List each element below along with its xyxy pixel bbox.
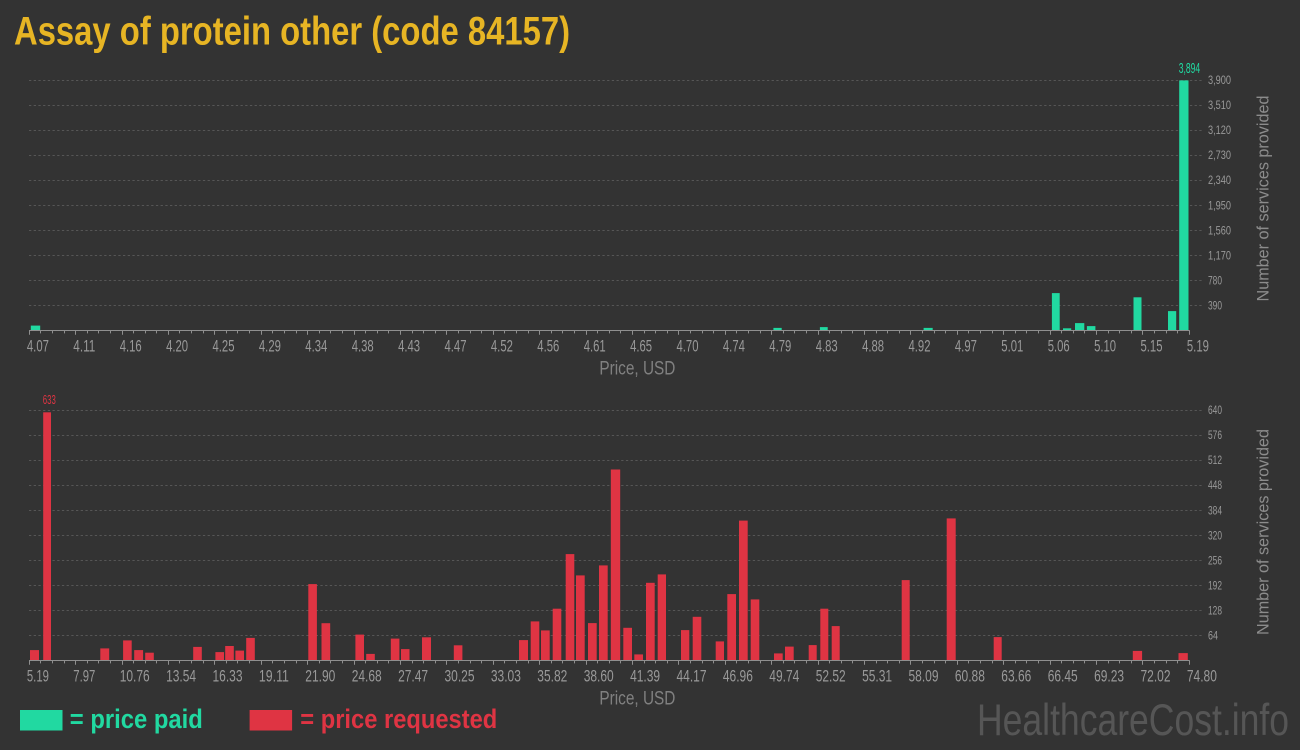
svg-text:128: 128 bbox=[1208, 606, 1222, 618]
svg-text:63.66: 63.66 bbox=[1001, 666, 1031, 685]
svg-text:Price, USD: Price, USD bbox=[599, 357, 675, 379]
svg-text:1,950: 1,950 bbox=[1208, 200, 1231, 212]
svg-text:27.47: 27.47 bbox=[398, 666, 428, 685]
svg-text:4.56: 4.56 bbox=[537, 336, 559, 355]
svg-text:256: 256 bbox=[1208, 555, 1222, 567]
svg-text:192: 192 bbox=[1208, 581, 1222, 593]
svg-text:10.76: 10.76 bbox=[120, 666, 150, 685]
svg-text:4.43: 4.43 bbox=[398, 336, 420, 355]
svg-text:2,340: 2,340 bbox=[1208, 175, 1231, 187]
svg-text:4.52: 4.52 bbox=[491, 336, 513, 355]
svg-text:38.60: 38.60 bbox=[584, 666, 614, 685]
svg-text:66.45: 66.45 bbox=[1048, 666, 1078, 685]
svg-text:5.15: 5.15 bbox=[1141, 336, 1163, 355]
svg-text:4.61: 4.61 bbox=[584, 336, 606, 355]
svg-text:= price paid: = price paid bbox=[70, 704, 203, 734]
svg-text:576: 576 bbox=[1208, 430, 1222, 442]
svg-text:5.19: 5.19 bbox=[27, 666, 49, 685]
svg-text:44.17: 44.17 bbox=[677, 666, 707, 685]
svg-text:4.07: 4.07 bbox=[27, 336, 49, 355]
svg-text:5.01: 5.01 bbox=[1001, 336, 1023, 355]
svg-text:4.11: 4.11 bbox=[73, 336, 95, 355]
svg-text:1,170: 1,170 bbox=[1208, 250, 1231, 262]
svg-text:4.38: 4.38 bbox=[352, 336, 374, 355]
svg-text:5.19: 5.19 bbox=[1187, 336, 1209, 355]
svg-text:19.11: 19.11 bbox=[259, 666, 289, 685]
svg-text:4.79: 4.79 bbox=[769, 336, 791, 355]
svg-text:Assay of protein other (code 8: Assay of protein other (code 84157) bbox=[14, 9, 570, 53]
svg-text:4.65: 4.65 bbox=[630, 336, 652, 355]
svg-text:52.52: 52.52 bbox=[816, 666, 846, 685]
svg-text:4.20: 4.20 bbox=[166, 336, 188, 355]
svg-text:41.39: 41.39 bbox=[630, 666, 660, 685]
svg-text:69.23: 69.23 bbox=[1094, 666, 1124, 685]
svg-text:2,730: 2,730 bbox=[1208, 150, 1231, 162]
svg-text:13.54: 13.54 bbox=[166, 666, 196, 685]
svg-text:4.97: 4.97 bbox=[955, 336, 977, 355]
svg-text:58.09: 58.09 bbox=[909, 666, 939, 685]
svg-text:30.25: 30.25 bbox=[445, 666, 475, 685]
svg-text:4.25: 4.25 bbox=[213, 336, 235, 355]
svg-text:4.83: 4.83 bbox=[816, 336, 838, 355]
svg-text:4.74: 4.74 bbox=[723, 336, 745, 355]
svg-text:4.16: 4.16 bbox=[120, 336, 142, 355]
svg-text:21.90: 21.90 bbox=[305, 666, 335, 685]
svg-text:640: 640 bbox=[1208, 405, 1222, 417]
svg-text:Price, USD: Price, USD bbox=[599, 687, 675, 709]
svg-text:72.02: 72.02 bbox=[1141, 666, 1171, 685]
svg-text:60.88: 60.88 bbox=[955, 666, 985, 685]
svg-text:Number of services provided: Number of services provided bbox=[1253, 96, 1272, 302]
svg-text:HealthcareCost.info: HealthcareCost.info bbox=[977, 696, 1289, 745]
svg-text:4.88: 4.88 bbox=[862, 336, 884, 355]
svg-text:4.29: 4.29 bbox=[259, 336, 281, 355]
svg-text:3,510: 3,510 bbox=[1208, 100, 1231, 112]
svg-text:4.70: 4.70 bbox=[677, 336, 699, 355]
svg-text:46.96: 46.96 bbox=[723, 666, 753, 685]
svg-text:64: 64 bbox=[1208, 631, 1218, 643]
svg-text:780: 780 bbox=[1208, 276, 1222, 288]
svg-text:5.10: 5.10 bbox=[1094, 336, 1116, 355]
svg-text:448: 448 bbox=[1208, 480, 1222, 492]
svg-text:5.06: 5.06 bbox=[1048, 336, 1070, 355]
svg-text:3,900: 3,900 bbox=[1208, 75, 1231, 87]
svg-text:3,120: 3,120 bbox=[1208, 125, 1231, 137]
svg-text:49.74: 49.74 bbox=[769, 666, 799, 685]
svg-text:33.03: 33.03 bbox=[491, 666, 521, 685]
svg-text:4.92: 4.92 bbox=[909, 336, 931, 355]
svg-text:74.80: 74.80 bbox=[1187, 666, 1217, 685]
svg-text:320: 320 bbox=[1208, 530, 1222, 542]
svg-text:4.34: 4.34 bbox=[305, 336, 327, 355]
svg-text:16.33: 16.33 bbox=[213, 666, 243, 685]
svg-text:55.31: 55.31 bbox=[862, 666, 892, 685]
svg-text:= price requested: = price requested bbox=[300, 704, 497, 734]
svg-text:4.47: 4.47 bbox=[445, 336, 467, 355]
svg-text:512: 512 bbox=[1208, 455, 1222, 467]
svg-text:1,560: 1,560 bbox=[1208, 225, 1231, 237]
svg-text:3,894: 3,894 bbox=[1179, 60, 1201, 77]
svg-text:Number of services provided: Number of services provided bbox=[1253, 429, 1272, 635]
svg-text:7.97: 7.97 bbox=[73, 666, 95, 685]
svg-text:384: 384 bbox=[1208, 505, 1222, 517]
svg-text:390: 390 bbox=[1208, 301, 1222, 313]
svg-text:24.68: 24.68 bbox=[352, 666, 382, 685]
svg-text:633: 633 bbox=[43, 393, 56, 407]
svg-text:35.82: 35.82 bbox=[537, 666, 567, 685]
